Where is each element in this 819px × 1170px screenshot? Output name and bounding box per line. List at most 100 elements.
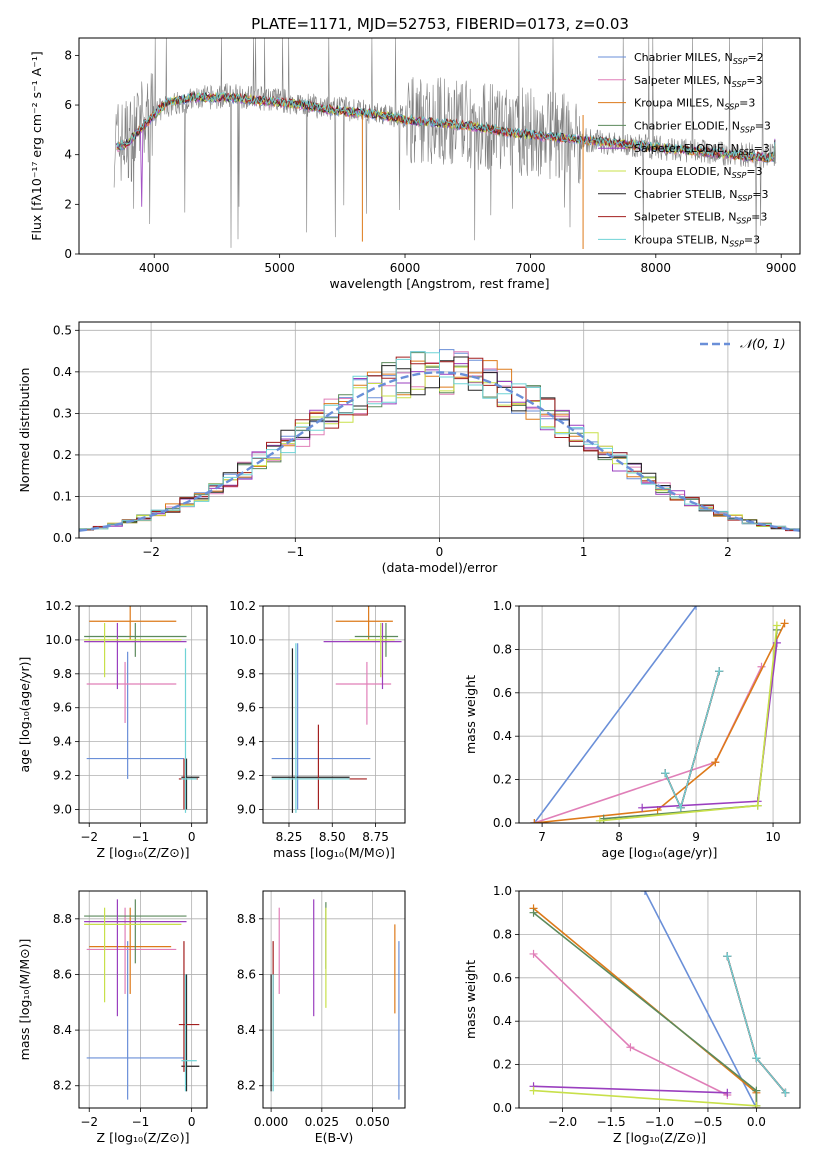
y-tick-label: 9.2	[237, 769, 256, 783]
weight-line-black	[664, 670, 720, 811]
x-tick-label: −2.0	[548, 1115, 577, 1129]
axes-frame	[262, 890, 406, 1109]
x-tick-label: 0	[436, 545, 444, 559]
y-tick-label: 10.0	[229, 633, 256, 647]
weight-marker-green	[752, 1086, 761, 1095]
y-tick-label: 9.8	[53, 667, 72, 681]
legend: 𝒩(0, 1)	[700, 336, 786, 351]
weight-marker-cyan	[715, 667, 724, 676]
weight-marker-purple	[723, 1088, 732, 1097]
x-tick-label: 7000	[515, 261, 546, 275]
legend-label-suffix: =3	[752, 188, 768, 201]
x-tick-label: 8.75	[362, 830, 389, 844]
axes-frame	[518, 605, 801, 824]
panel-massweight_vs_Z: −2.0 −1.5 −1.0 −0.5 0.0 0.0 0.2 0.4 0.6 0.8 1.0 Z […	[463, 884, 801, 1145]
legend-label-text: Salpeter MILES, N	[634, 74, 732, 87]
y-axis-label: Normed distribution	[17, 368, 32, 493]
y-tick-label: 8.6	[237, 967, 256, 981]
y-axis-label: age [log₁₀(age/yr)]	[17, 657, 32, 773]
weight-marker-purple	[638, 803, 647, 812]
y-tick-label: 0.2	[493, 1058, 512, 1072]
model-spectrum-line-red	[116, 91, 776, 162]
legend-label: Kroupa STELIB, NSSP=3	[634, 233, 760, 248]
weight-line-cyan	[664, 670, 720, 810]
model-spectrum-line-cyan	[116, 92, 776, 162]
x-tick-label: −1	[132, 830, 150, 844]
weight-marker-yellow	[752, 1101, 761, 1108]
weight-line-green	[533, 912, 758, 1106]
weight-marker-cyan	[676, 803, 685, 812]
y-tick-label: 9.2	[53, 769, 72, 783]
legend-label: Salpeter ELODIE, NSSP=3	[634, 142, 770, 157]
legend-label: Chabrier STELIB, NSSP=3	[634, 188, 768, 203]
y-tick-label: 9.8	[237, 667, 256, 681]
legend-label-text: Chabrier STELIB, N	[634, 188, 738, 201]
y-tick-label: 9.6	[53, 701, 72, 715]
y-tick-label: 0.8	[493, 642, 512, 656]
legend-label-text: Kroupa ELODIE, N	[634, 165, 732, 178]
x-axis-label: (data-model)/error	[382, 560, 499, 575]
y-tick-label: 0.4	[53, 365, 72, 379]
x-tick-label: 0	[188, 830, 196, 844]
x-tick-label: 0.050	[355, 1115, 389, 1129]
plot-area	[84, 899, 200, 1100]
y-tick-label: 0.0	[53, 531, 72, 545]
weight-marker-blue	[640, 891, 649, 895]
normal-curve-line	[79, 371, 800, 532]
legend-label-subscript: SSP	[738, 194, 753, 203]
plot-area	[530, 606, 789, 823]
axes-frame	[262, 605, 406, 824]
weight-line-orange	[532, 907, 758, 1108]
weight-marker-orange	[711, 758, 720, 767]
weight-marker-cyan	[723, 952, 732, 961]
y-tick-label: 9.0	[53, 802, 72, 816]
panel-massweight_vs_age: 7 8 9 10 0.0 0.2 0.4 0.6 0.8 1.0 age [log₁₀(age/yr…	[463, 599, 801, 860]
weight-marker-blue	[692, 606, 701, 610]
legend-label-suffix: =3	[754, 142, 770, 155]
y-tick-label: 2	[64, 197, 72, 211]
y-tick-label: 0.2	[493, 773, 512, 787]
weight-marker-yellow	[529, 1086, 538, 1095]
axes-frame	[518, 890, 801, 1109]
x-axis-label: E(B-V)	[315, 1130, 354, 1145]
axes-frame	[78, 37, 801, 255]
legend-label: Salpeter MILES, NSSP=3	[634, 74, 763, 89]
x-tick-label: 0.000	[254, 1115, 288, 1129]
legend-label-text: Salpeter ELODIE, N	[634, 142, 739, 155]
x-tick-label: −1.5	[596, 1115, 625, 1129]
x-tick-label: 0	[188, 1115, 196, 1129]
legend-label-subscript: SSP	[733, 57, 748, 66]
weight-line-purple	[642, 642, 778, 809]
y-tick-label: 9.6	[237, 701, 256, 715]
weight-line-blue	[644, 891, 758, 1108]
y-tick-label: 1.0	[493, 884, 512, 898]
weight-line-pink	[534, 666, 763, 823]
y-tick-label: 0.8	[493, 927, 512, 941]
weight-line-blue	[533, 606, 697, 823]
panel-spectrum: 4000 5000 6000 7000 8000 9000 0 2 4 6 8 Chabrier MI…	[29, 37, 801, 291]
y-tick-label: 8.8	[53, 912, 72, 926]
weight-line-purple	[533, 1085, 728, 1094]
legend-label-subscript: SSP	[736, 217, 751, 226]
legend-label: Kroupa ELODIE, NSSP=3	[634, 165, 763, 180]
weight-marker-yellow	[753, 801, 762, 810]
x-axis-label: age [log₁₀(age/yr)]	[602, 845, 718, 860]
y-tick-label: 9.0	[237, 802, 256, 816]
x-tick-label: −0.5	[693, 1115, 722, 1129]
x-tick-label: 8000	[641, 261, 672, 275]
y-tick-label: 0.0	[493, 816, 512, 830]
weight-marker-pink	[626, 1043, 635, 1052]
legend-label-text: Kroupa STELIB, N	[634, 233, 729, 246]
legend-label: Kroupa MILES, NSSP=3	[634, 97, 755, 112]
y-tick-label: 0.4	[493, 729, 512, 743]
weight-marker-yellow	[772, 621, 781, 630]
x-axis-label: Z [log₁₀(Z/Z⊙)]	[613, 1130, 706, 1145]
x-axis-label: Z [log₁₀(Z/Z⊙)]	[97, 845, 190, 860]
y-tick-label: 8.4	[53, 1023, 72, 1037]
y-tick-label: 0.6	[493, 971, 512, 985]
x-tick-label: 8	[615, 830, 623, 844]
weight-marker-cyan	[661, 769, 670, 778]
plot-area	[113, 38, 777, 254]
